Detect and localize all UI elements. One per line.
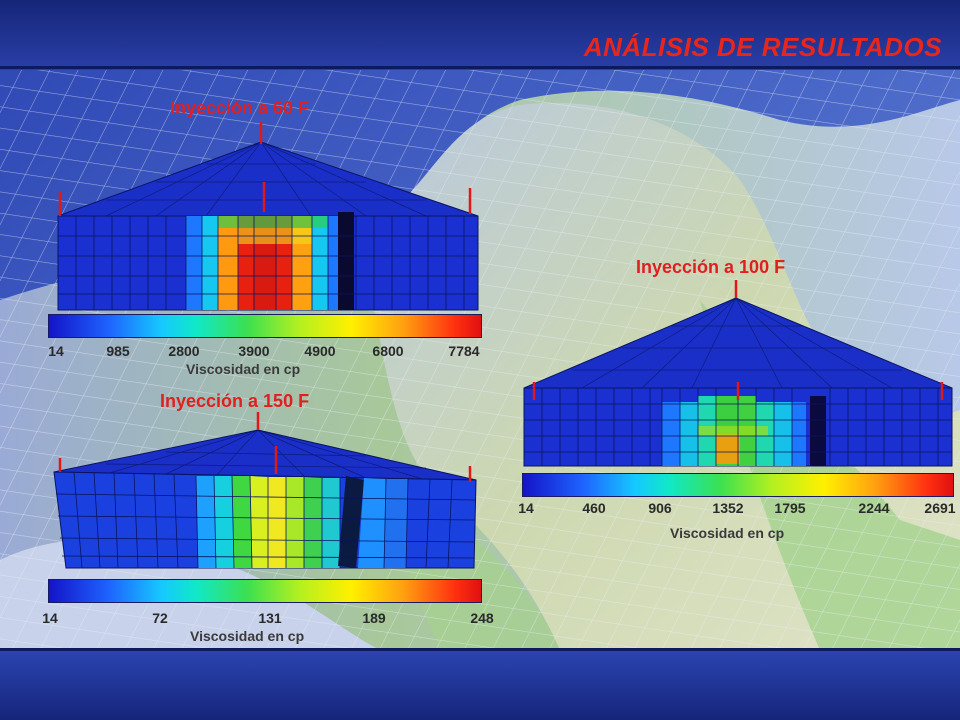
scale-unit-60f: Viscosidad en cp <box>186 361 301 377</box>
panel-title-150f: Inyección a 150 F <box>160 391 310 411</box>
tick-label: 131 <box>258 610 282 626</box>
scale-ticks-150f: 14 72 131 189 248 <box>42 610 493 628</box>
tick-label: 3900 <box>238 343 270 359</box>
slide-title: ANÁLISIS DE RESULTADOS <box>583 32 942 62</box>
tick-label: 2691 <box>924 500 956 516</box>
well-markers-60f <box>58 122 472 216</box>
tick-label: 460 <box>582 500 606 516</box>
reservoir-model-150f <box>53 412 477 569</box>
tick-label: 7784 <box>448 343 480 359</box>
well-markers-150f <box>58 412 472 482</box>
tick-label: 6800 <box>372 343 404 359</box>
viscosity-scale-60f <box>48 314 482 338</box>
scale-ticks-60f: 14 985 2800 3900 4900 6800 7784 <box>48 343 480 361</box>
tick-label: 4900 <box>304 343 336 359</box>
tick-label: 906 <box>648 500 672 516</box>
tick-label: 2800 <box>168 343 200 359</box>
well-markers-100f <box>532 280 944 400</box>
tick-label: 72 <box>152 610 168 626</box>
scale-unit-150f: Viscosidad en cp <box>190 628 305 644</box>
reservoir-model-60f <box>57 122 479 311</box>
scale-ticks-100f: 14 460 906 1352 1795 2244 2691 <box>518 500 960 518</box>
tick-label: 1795 <box>774 500 806 516</box>
tick-label: 248 <box>470 610 494 626</box>
viscosity-scale-100f <box>522 473 954 497</box>
viscosity-scale-150f <box>48 579 482 603</box>
tick-label: 14 <box>42 610 58 626</box>
tick-label: 189 <box>362 610 386 626</box>
panel-title-100f: Inyección a 100 F <box>636 257 786 277</box>
scale-unit-100f: Viscosidad en cp <box>670 525 785 541</box>
tick-label: 14 <box>48 343 64 359</box>
reservoir-model-100f <box>523 280 953 467</box>
tick-label: 14 <box>518 500 534 516</box>
tick-label: 2244 <box>858 500 890 516</box>
panel-title-60f: Inyección a 60 F <box>170 98 310 118</box>
tick-label: 1352 <box>712 500 744 516</box>
tick-label: 985 <box>106 343 130 359</box>
